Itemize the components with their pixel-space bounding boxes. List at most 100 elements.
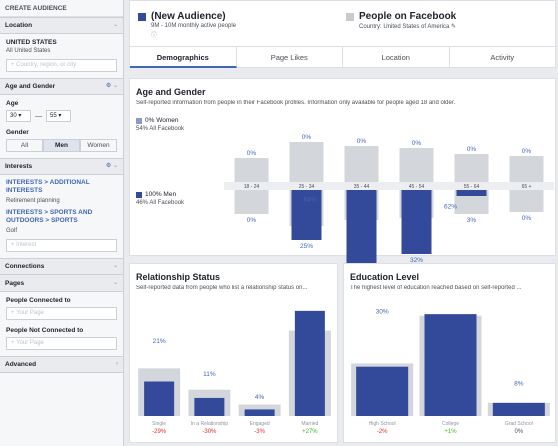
pages-connected-placeholder: Your Page: [16, 310, 44, 316]
category-label: High School: [369, 421, 396, 427]
relationship-subtitle: Self-reported data from people who list …: [136, 285, 308, 291]
section-connections-title: Connections: [5, 263, 45, 270]
age-label: Age: [6, 100, 19, 107]
men-value-label: 3%: [467, 217, 477, 224]
diff-label: -29%: [152, 429, 167, 435]
tab-location[interactable]: Location: [343, 47, 450, 68]
women-all-facebook-bar: [509, 156, 544, 182]
men-value-label: 0%: [247, 217, 257, 224]
women-value-label: 0%: [412, 140, 422, 147]
legend-men: 100% Men 46% All Facebook: [136, 191, 184, 206]
pages-connected-label: People Connected to: [6, 297, 71, 304]
plus-icon: +: [11, 242, 17, 248]
chevron-down-icon[interactable]: ⌄: [112, 263, 118, 269]
value-label: 62%: [444, 203, 457, 210]
diff-label: -2%: [377, 429, 388, 435]
audience-bar: [356, 366, 409, 416]
location-country: UNITED STATES: [6, 39, 57, 46]
age-category-label: 35 - 44: [354, 184, 370, 190]
relationship-title: Relationship Status: [136, 272, 221, 282]
compare-title: People on Facebook: [359, 11, 457, 22]
audience-bar: [194, 397, 225, 416]
women-value-label: 0%: [302, 134, 312, 141]
chevron-down-icon[interactable]: ⌄: [112, 279, 118, 286]
section-location[interactable]: Location ⌄: [0, 17, 123, 34]
tab-page-likes[interactable]: Page Likes: [237, 47, 343, 68]
diff-label: +1%: [444, 429, 457, 435]
tab-demographics[interactable]: Demographics: [130, 47, 237, 68]
info-icon[interactable]: ⓘ: [151, 33, 158, 39]
sidebar: CREATE AUDIENCE Location ⌄ UNITED STATES…: [0, 0, 124, 446]
men-bar: [346, 190, 377, 270]
tab-activity[interactable]: Activity: [490, 53, 515, 62]
women-all-facebook-bar: [234, 158, 269, 182]
pages-not-connected-input[interactable]: + Your Page: [6, 337, 117, 350]
men-value-label: 0%: [522, 215, 532, 222]
pages-connected-input[interactable]: + Your Page: [6, 307, 117, 320]
chevron-right-icon[interactable]: ›: [116, 361, 118, 367]
women-all-facebook-bar: [344, 146, 379, 182]
age-category-label: 45 - 54: [409, 184, 425, 190]
compare-country: Country: United States of America ✎: [359, 23, 456, 30]
chevron-down-icon[interactable]: ⌄: [112, 22, 118, 28]
section-advanced[interactable]: Advanced ›: [0, 356, 123, 373]
compare-country-text: Country: United States of America: [359, 24, 450, 30]
women-value-label: 0%: [467, 146, 477, 153]
education-subtitle: The highest level of education reached b…: [350, 285, 522, 291]
audience-size: 9M - 10M monthly active people: [151, 23, 237, 29]
chevron-down-icon: ▾: [58, 113, 62, 119]
section-interests[interactable]: Interests ⚙ ⌄: [0, 158, 123, 175]
age-min-select[interactable]: 30 ▾: [6, 110, 31, 122]
diff-label: -30%: [202, 429, 217, 435]
age-axis-band: [224, 182, 554, 190]
section-age-gender[interactable]: Age and Gender ⚙ ⌄: [0, 78, 123, 95]
gender-women-button[interactable]: Women: [80, 139, 117, 152]
range-dash: —: [35, 112, 42, 120]
plus-icon: +: [11, 310, 17, 316]
age-gender-card: Age and Gender Self-reported information…: [129, 78, 556, 280]
audience-swatch: [138, 12, 146, 21]
women-label: 0% Women: [145, 117, 179, 124]
audience-title: (New Audience): [151, 11, 226, 22]
women-all-facebook-bar: [289, 142, 324, 182]
gear-icon[interactable]: ⚙: [105, 83, 112, 89]
value-label: 8%: [514, 381, 524, 388]
women-all-facebook: 54% All Facebook: [136, 126, 185, 132]
section-pages[interactable]: Pages ⌄: [0, 275, 123, 292]
gear-icon[interactable]: ⚙: [105, 163, 112, 169]
age-max-select[interactable]: 55 ▾: [46, 110, 71, 122]
legend-women: 0% Women 54% All Facebook: [136, 117, 184, 132]
tab-bar: Demographics Page Likes Location Activit…: [130, 46, 555, 68]
compare-swatch: [346, 12, 354, 21]
section-advanced-title: Advanced: [5, 361, 37, 368]
interest-path-1[interactable]: INTERESTS > ADDITIONAL INTERESTS: [6, 179, 90, 194]
age-gender-subtitle: Self-reported information from people in…: [136, 100, 456, 106]
men-all-facebook: 46% All Facebook: [136, 200, 185, 206]
chevron-down-icon[interactable]: ⌄: [112, 83, 118, 89]
men-bar: [291, 190, 322, 240]
age-gender-chart: 0%0%18 - 240%25%25 - 340%40%35 - 440%32%…: [224, 134, 554, 280]
audience-bar: [144, 381, 175, 416]
section-connections[interactable]: Connections ⌄: [0, 258, 123, 275]
location-input[interactable]: + Country, region, or city: [6, 59, 117, 72]
location-sub: All United States: [6, 48, 51, 54]
value-label: 30%: [376, 308, 389, 315]
interest-path-2[interactable]: INTERESTS > SPORTS AND OUTDOORS > SPORTS: [6, 209, 93, 224]
audience-bar: [244, 409, 275, 416]
diff-label: +27%: [302, 429, 318, 435]
interest-input-placeholder: Interest: [16, 242, 37, 248]
diff-label: 0%: [514, 429, 523, 435]
interest-input[interactable]: + Interest: [6, 239, 117, 252]
chevron-down-icon[interactable]: ⌄: [112, 163, 118, 169]
category-label: Single: [152, 421, 166, 427]
age-category-label: 65 +: [522, 184, 532, 190]
women-all-facebook-bar: [399, 148, 434, 182]
age-category-label: 18 - 24: [244, 184, 260, 190]
relationship-chart: 21% Single -29% 11% In a Relationship -30% 4% E…: [138, 197, 331, 435]
value-label: 11%: [203, 371, 216, 378]
edit-icon[interactable]: ✎: [451, 24, 457, 30]
gender-men-button[interactable]: Men: [43, 139, 80, 152]
plus-icon: +: [11, 340, 17, 346]
sidebar-header: CREATE AUDIENCE: [0, 0, 123, 17]
gender-all-button[interactable]: All: [6, 139, 43, 152]
